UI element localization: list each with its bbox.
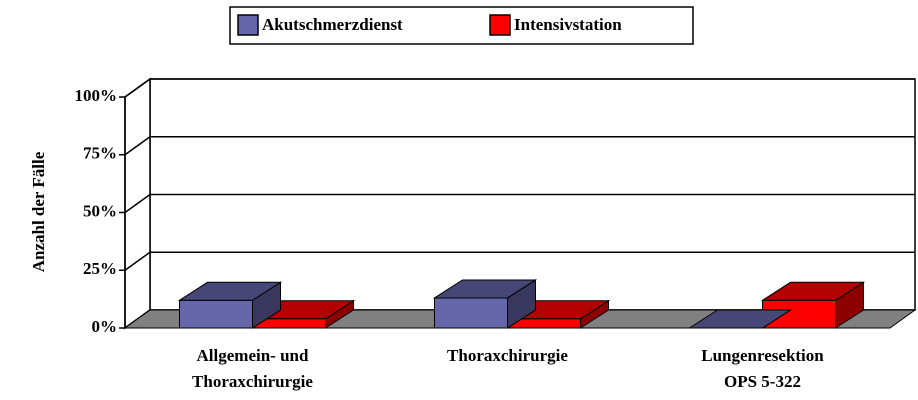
legend-label: Akutschmerzdienst: [262, 15, 403, 34]
grid-line: [124, 193, 915, 214]
bar-top: [177, 281, 283, 301]
y-tick-label: 100%: [75, 86, 118, 105]
grid-line: [124, 78, 915, 98]
grid-line: [124, 136, 915, 156]
x-tick-label: Thoraxchirurgie: [447, 346, 568, 365]
x-tick-label-line: Lungenresektion: [701, 346, 824, 365]
y-tick-label: 75%: [83, 144, 117, 163]
x-tick-label-line: Thoraxchirurgie: [447, 346, 568, 365]
y-tick-label: 0%: [92, 317, 118, 336]
legend-box: [229, 6, 694, 45]
legend-swatch: [237, 14, 259, 36]
y-tick-label: 50%: [83, 201, 117, 220]
x-tick-label-line: Thoraxchirurgie: [192, 372, 313, 391]
y-axis-label: Anzahl der Fälle: [29, 151, 48, 272]
bar-front: [434, 297, 508, 329]
x-tick-label-line: OPS 5-322: [724, 372, 801, 391]
x-tick-label-line: Allgemein- und: [197, 346, 309, 365]
x-tick-label: Allgemein- und Thoraxchirurgie: [192, 346, 313, 391]
bar-top: [760, 281, 866, 301]
x-tick-label: Lungenresektion OPS 5-322: [701, 346, 824, 391]
legend-label: Intensivstation: [514, 15, 622, 34]
legend: Akutschmerzdienst Intensivstation: [229, 6, 694, 45]
bar-top: [687, 309, 793, 329]
legend-swatch: [489, 14, 511, 36]
grid-line: [124, 251, 915, 271]
bar-front: [179, 299, 253, 329]
bar-top: [432, 279, 538, 299]
y-tick-label: 25%: [83, 259, 117, 278]
